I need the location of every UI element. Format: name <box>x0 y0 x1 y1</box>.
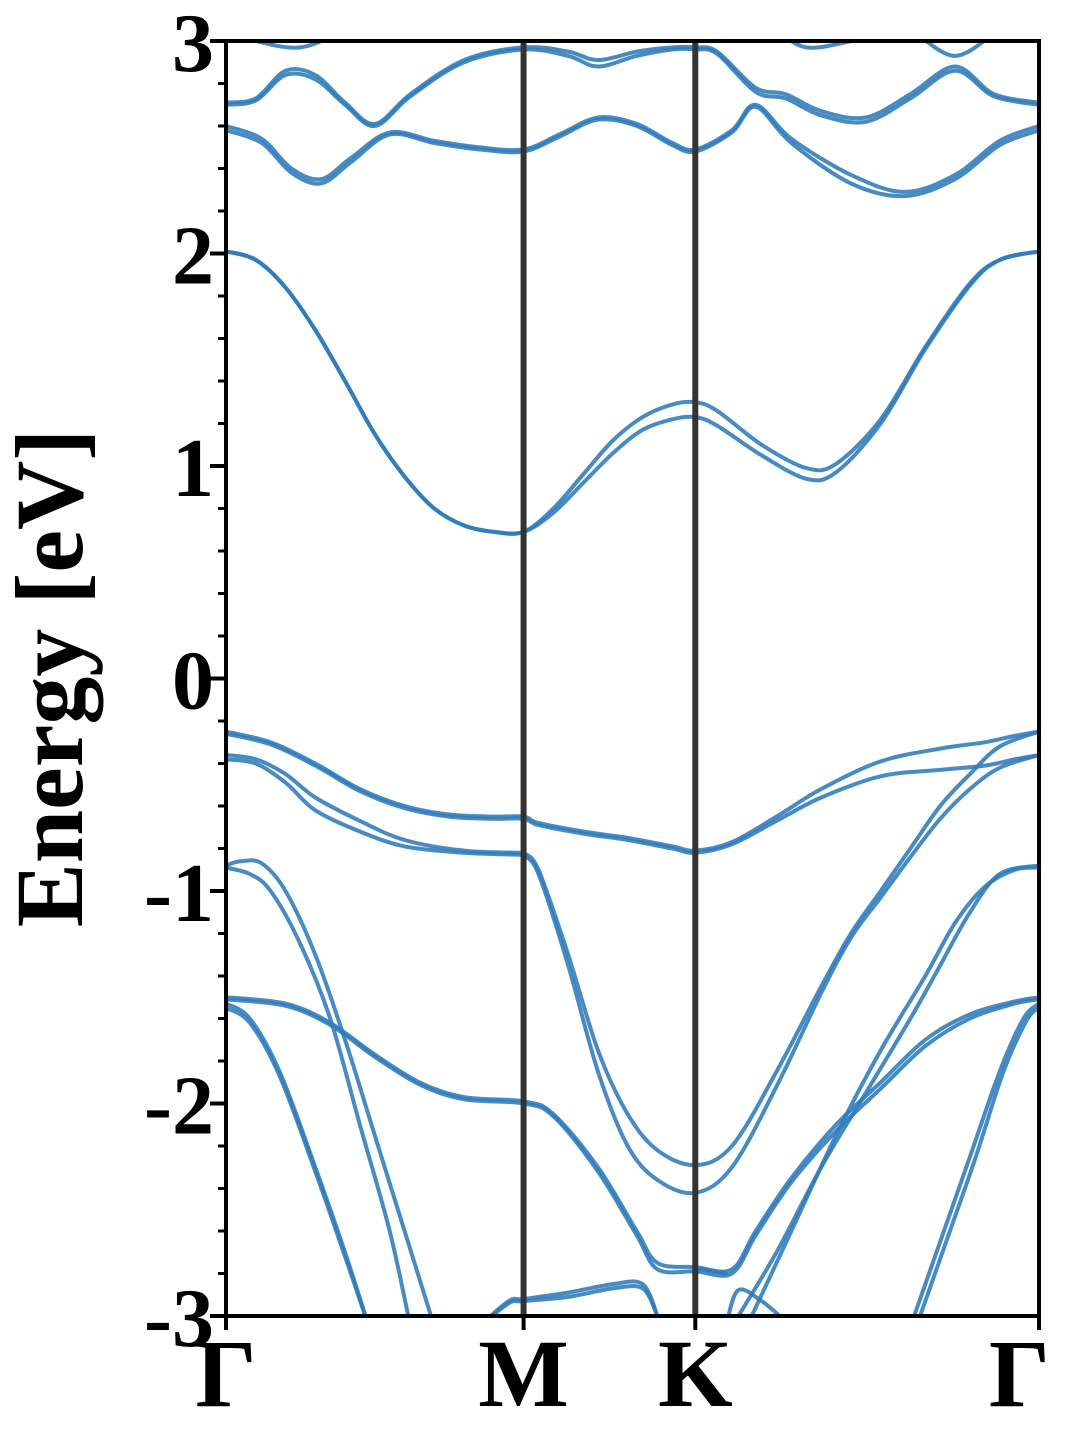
band-line <box>912 1001 1039 1316</box>
y-tick-label: 0 <box>172 635 214 728</box>
y-tick-label: -2 <box>144 1060 214 1153</box>
band-line <box>248 41 327 50</box>
band-line <box>726 1287 783 1316</box>
x-tick-label: M <box>478 1320 569 1427</box>
plot-frame <box>224 39 1041 1318</box>
band-line <box>226 997 1039 1278</box>
band-line <box>923 41 988 58</box>
band-line <box>226 729 1039 853</box>
y-tick-label: 2 <box>172 210 214 303</box>
x-ticks <box>224 1316 1041 1330</box>
y-tick-label: -3 <box>144 1272 214 1365</box>
y-tick-label: -1 <box>144 847 214 940</box>
band-line <box>226 249 1039 536</box>
band-line <box>226 249 1039 536</box>
x-tick-label: Γ <box>989 1320 1050 1427</box>
y-tick-label: 3 <box>172 0 214 90</box>
band-lines <box>226 41 1039 1316</box>
band-line <box>226 1005 368 1316</box>
band-line <box>226 104 1039 199</box>
band-line <box>521 729 1039 1168</box>
band-line <box>749 865 1039 1316</box>
x-tick-label: K <box>658 1320 733 1427</box>
x-tick-label: Γ <box>195 1320 256 1427</box>
y-axis-label: Energy [eV] <box>0 429 103 928</box>
band-line <box>226 44 1039 126</box>
y-major-ticks <box>210 39 226 1318</box>
band-line <box>226 865 411 1316</box>
band-line <box>226 102 1039 194</box>
band-line <box>226 753 526 855</box>
band-line <box>226 731 1039 855</box>
y-tick-labels: -3 -2 -1 0 1 2 3 <box>144 0 214 1365</box>
band-line <box>226 757 526 857</box>
band-line <box>488 1284 660 1316</box>
band-line <box>521 753 1039 1196</box>
band-line <box>226 858 434 1316</box>
band-line <box>787 41 860 50</box>
y-tick-label: 1 <box>172 422 214 515</box>
band-line <box>918 1005 1039 1316</box>
kpoint-separators <box>520 41 699 1316</box>
